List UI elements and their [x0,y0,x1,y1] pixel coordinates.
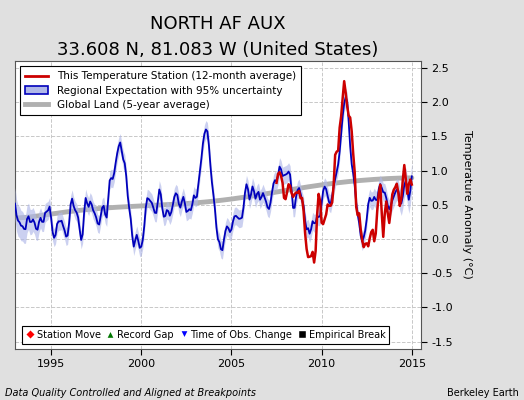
Text: Berkeley Earth: Berkeley Earth [447,388,519,398]
Title: NORTH AF AUX
33.608 N, 81.083 W (United States): NORTH AF AUX 33.608 N, 81.083 W (United … [57,15,379,59]
Legend: Station Move, Record Gap, Time of Obs. Change, Empirical Break: Station Move, Record Gap, Time of Obs. C… [22,326,389,344]
Y-axis label: Temperature Anomaly (°C): Temperature Anomaly (°C) [462,130,472,279]
Text: Data Quality Controlled and Aligned at Breakpoints: Data Quality Controlled and Aligned at B… [5,388,256,398]
